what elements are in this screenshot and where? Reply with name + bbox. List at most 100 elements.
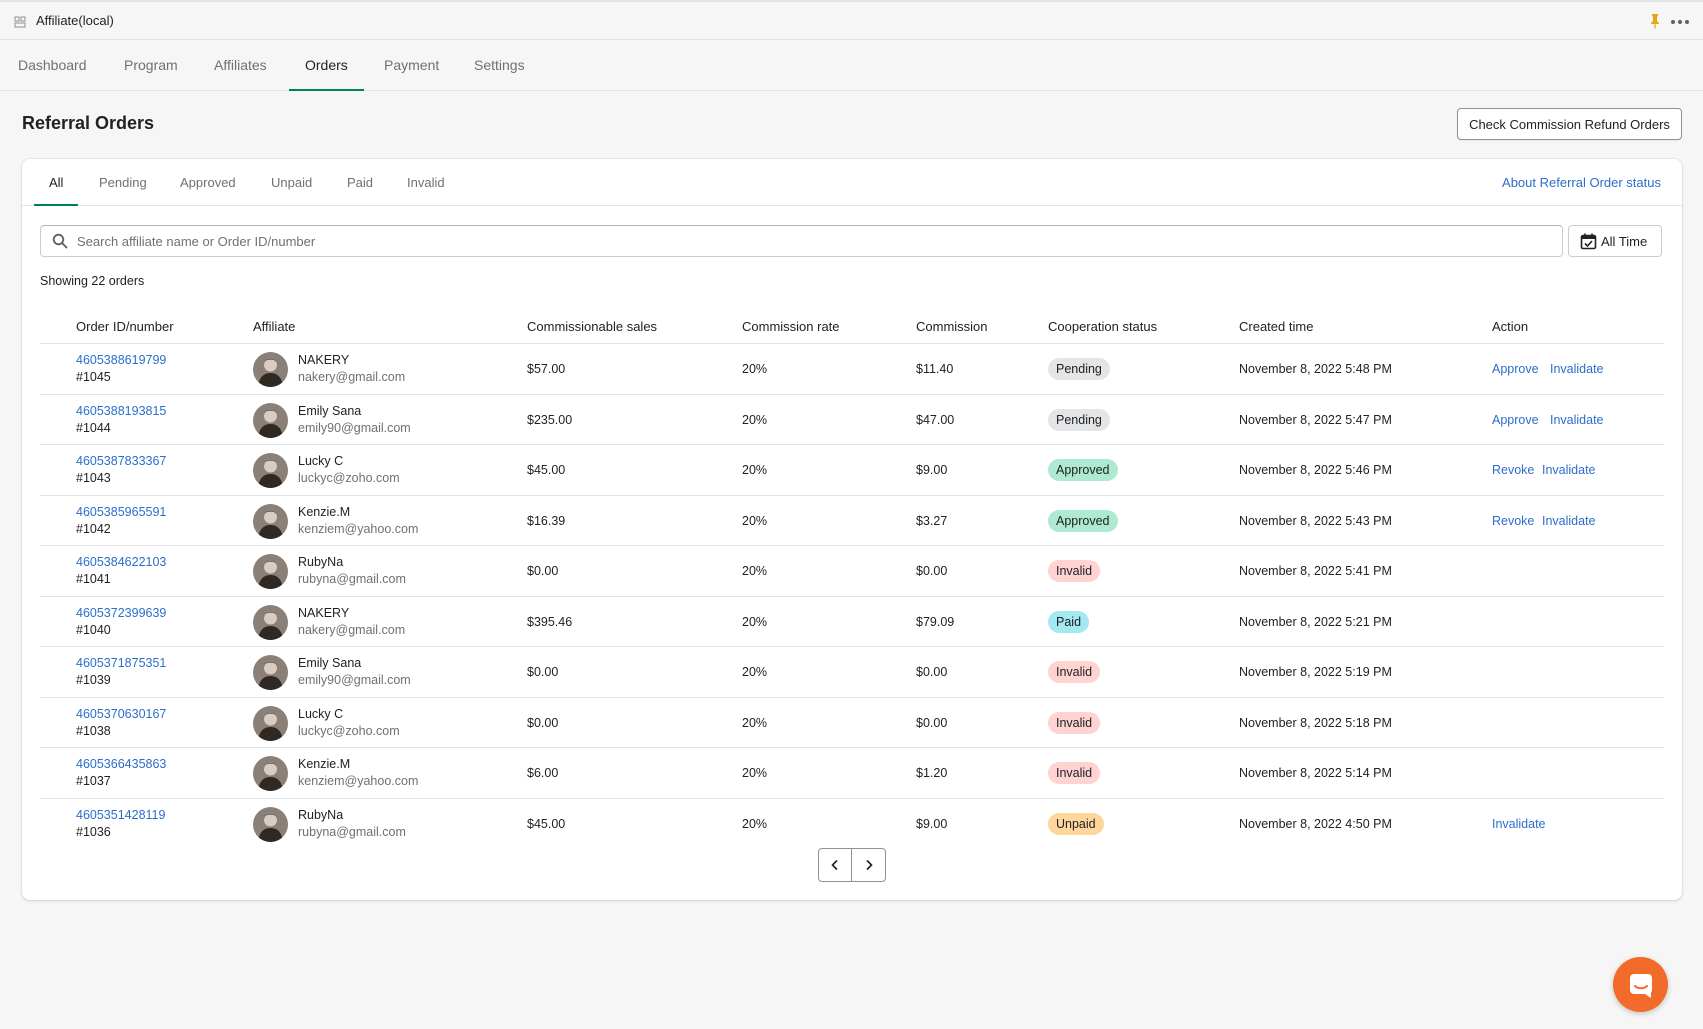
avatar: [253, 705, 288, 741]
commission-amount: $9.00: [916, 816, 948, 831]
status-badge: Invalid: [1048, 762, 1101, 784]
order-number: #1043: [76, 471, 111, 485]
action-invalidate-link[interactable]: Invalidate: [1542, 513, 1596, 528]
status-badge: Invalid: [1048, 560, 1101, 582]
order-number: #1038: [76, 723, 111, 738]
orders-card: All Pending Approved Unpaid Paid Invalid…: [22, 159, 1682, 900]
avatar: [253, 352, 288, 387]
avatar: [253, 604, 288, 640]
status-tab-all[interactable]: All: [33, 159, 80, 206]
search-box: [40, 225, 1563, 257]
search-icon: [52, 233, 68, 249]
about-status-link[interactable]: About Referral Order status: [1502, 175, 1661, 190]
header-rate: Commission rate: [742, 319, 840, 334]
created-time: November 8, 2022 5:48 PM: [1239, 362, 1392, 376]
status-badge: Paid: [1048, 610, 1090, 633]
affiliate-name: Kenzie.M: [298, 504, 351, 519]
table-row: 4605388193815 #1044 Emily Sana emily90@gmai…: [40, 395, 1664, 445]
commission-rate: 20%: [742, 564, 768, 578]
commissionable-sales: $235.00: [527, 412, 573, 427]
order-id-link[interactable]: 4605371875351: [76, 656, 167, 670]
created-time: November 8, 2022 5:21 PM: [1239, 614, 1392, 629]
header-order: Order ID/number: [76, 319, 174, 334]
affiliate-name: RubyNa: [298, 807, 344, 822]
order-id-link[interactable]: 4605387833367: [76, 454, 167, 468]
action-invalidate-link[interactable]: Invalidate: [1542, 463, 1596, 477]
commission-amount: $0.00: [916, 665, 948, 679]
orders-table: Order ID/number Affiliate Commissionable…: [40, 310, 1664, 849]
order-number: #1041: [76, 572, 111, 586]
tab-program[interactable]: Program: [124, 57, 178, 73]
commission-amount: $0.00: [916, 715, 948, 730]
affiliate-name: Lucky C: [298, 454, 344, 468]
check-refund-orders-button[interactable]: Check Commission Refund Orders: [1457, 108, 1682, 140]
order-id-link[interactable]: 4605388619799: [76, 353, 167, 367]
order-number: #1044: [76, 420, 111, 435]
avatar: [253, 554, 288, 589]
status-tab-pending[interactable]: Pending: [99, 175, 147, 190]
avatar: [253, 655, 288, 690]
commissionable-sales: $45.00: [527, 816, 566, 831]
pin-icon[interactable]: [1648, 13, 1662, 29]
order-id-link[interactable]: 4605366435863: [76, 757, 167, 771]
affiliate-email: nakery@gmail.com: [298, 622, 406, 637]
action-revoke-link[interactable]: Revoke: [1492, 513, 1535, 528]
order-number: #1037: [76, 774, 111, 788]
affiliate-name: RubyNa: [298, 555, 344, 569]
action-invalidate-link[interactable]: Invalidate: [1550, 362, 1604, 376]
chat-button[interactable]: [1613, 957, 1668, 1012]
action-invalidate-link[interactable]: Invalidate: [1492, 816, 1546, 831]
avatar: [253, 503, 288, 539]
tab-settings[interactable]: Settings: [474, 57, 525, 73]
avatar: [253, 806, 288, 842]
tab-affiliates[interactable]: Affiliates: [214, 57, 267, 73]
affiliate-email: rubyna@gmail.com: [298, 572, 406, 586]
status-badge: Pending: [1048, 408, 1110, 431]
created-time: November 8, 2022 5:46 PM: [1239, 463, 1392, 477]
order-id-link[interactable]: 4605388193815: [76, 403, 167, 418]
status-tab-unpaid[interactable]: Unpaid: [271, 175, 313, 190]
next-page-button[interactable]: [852, 848, 886, 882]
action-approve-link[interactable]: Approve: [1492, 412, 1539, 427]
order-number: #1040: [76, 622, 111, 637]
commissionable-sales: $16.39: [527, 513, 566, 528]
more-icon[interactable]: [1671, 15, 1689, 29]
order-id-link[interactable]: 4605370630167: [76, 706, 167, 721]
app-icon: [14, 16, 26, 28]
commission-rate: 20%: [742, 412, 768, 427]
affiliate-email: emily90@gmail.com: [298, 420, 411, 435]
commissionable-sales: $6.00: [527, 766, 559, 780]
order-id-link[interactable]: 4605385965591: [76, 504, 167, 519]
time-filter-button[interactable]: All Time: [1568, 225, 1662, 257]
action-invalidate-link[interactable]: Invalidate: [1550, 412, 1604, 427]
commissionable-sales: $0.00: [527, 715, 559, 730]
action-approve-link[interactable]: Approve: [1492, 362, 1539, 376]
status-badge: Approved: [1048, 509, 1118, 532]
created-time: November 8, 2022 5:43 PM: [1239, 513, 1392, 528]
commissionable-sales: $0.00: [527, 564, 559, 578]
header-action: Action: [1492, 319, 1529, 334]
tab-payment[interactable]: Payment: [384, 57, 440, 73]
tab-dashboard[interactable]: Dashboard: [18, 57, 87, 73]
time-filter-label: All Time: [1601, 233, 1648, 249]
order-number: #1042: [76, 521, 111, 536]
commission-rate: 20%: [742, 715, 768, 730]
affiliate-name: Emily Sana: [298, 403, 362, 418]
affiliate-email: luckyc@zoho.com: [298, 723, 400, 738]
affiliate-email: emily90@gmail.com: [298, 673, 411, 687]
status-tab-approved[interactable]: Approved: [180, 175, 236, 190]
header-status: Cooperation status: [1048, 319, 1158, 334]
order-id-link[interactable]: 4605384622103: [76, 555, 167, 569]
tab-orders[interactable]: Orders: [289, 40, 364, 91]
status-tab-paid[interactable]: Paid: [347, 175, 374, 190]
order-id-link[interactable]: 4605372399639: [76, 605, 167, 620]
table-row: 4605370630167 #1038 Lucky C luckyc@zoho.com…: [40, 698, 1664, 748]
commissionable-sales: $57.00: [527, 362, 566, 376]
action-revoke-link[interactable]: Revoke: [1492, 463, 1535, 477]
status-tab-invalid[interactable]: Invalid: [407, 175, 445, 190]
prev-page-button[interactable]: [818, 848, 852, 882]
search-input[interactable]: [77, 226, 1547, 256]
header-created: Created time: [1239, 319, 1314, 334]
order-id-link[interactable]: 4605351428119: [76, 807, 166, 822]
pagination: [818, 848, 886, 882]
